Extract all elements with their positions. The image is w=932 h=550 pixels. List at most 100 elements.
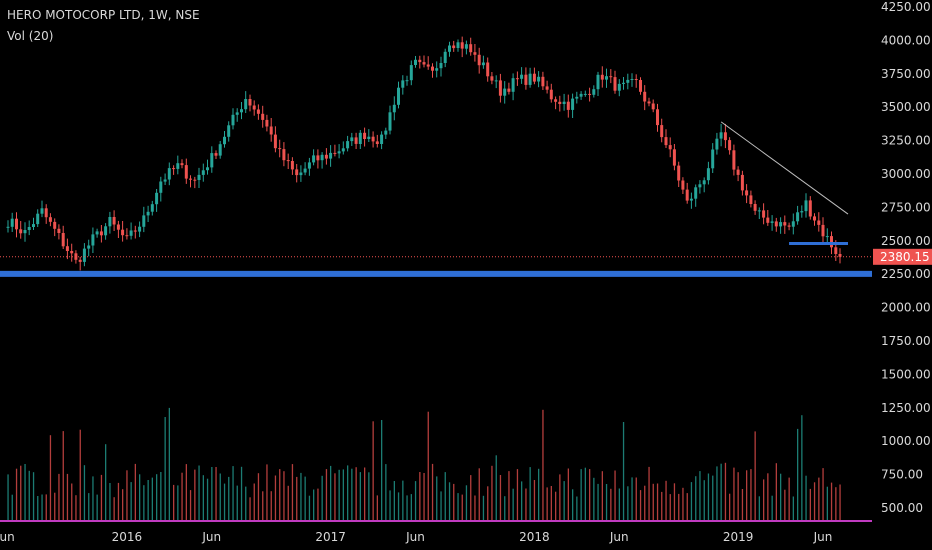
candle[interactable] [197, 167, 201, 188]
candle[interactable] [57, 224, 61, 240]
candle[interactable] [736, 166, 740, 182]
candle[interactable] [622, 77, 625, 90]
candle[interactable] [414, 56, 417, 68]
candle[interactable] [44, 204, 48, 224]
candle[interactable] [150, 200, 154, 216]
candle[interactable] [647, 97, 651, 107]
candle[interactable] [639, 77, 642, 95]
candle[interactable] [732, 144, 736, 176]
candle[interactable] [116, 220, 120, 238]
candle[interactable] [456, 39, 460, 52]
candle[interactable] [740, 170, 744, 196]
candle[interactable] [770, 215, 774, 231]
candle[interactable] [19, 221, 23, 239]
candle[interactable] [354, 132, 358, 149]
candle[interactable] [532, 67, 536, 85]
candle[interactable] [431, 63, 434, 78]
candle[interactable] [439, 56, 443, 77]
candle[interactable] [40, 200, 44, 218]
candle[interactable] [796, 205, 800, 225]
candle[interactable] [838, 248, 842, 264]
candle[interactable] [104, 223, 108, 240]
candle[interactable] [261, 105, 265, 128]
candle[interactable] [656, 103, 659, 132]
candle[interactable] [286, 153, 290, 169]
candle[interactable] [142, 206, 146, 233]
candle[interactable] [337, 144, 341, 159]
support-zone[interactable] [0, 270, 872, 277]
candle[interactable] [290, 157, 294, 175]
candle[interactable] [664, 129, 668, 148]
candle[interactable] [596, 71, 600, 96]
candle[interactable] [23, 222, 27, 242]
candle[interactable] [435, 61, 439, 78]
candle[interactable] [133, 225, 137, 239]
candle[interactable] [757, 207, 761, 219]
candle[interactable] [787, 222, 791, 231]
candle[interactable] [235, 108, 239, 122]
candle[interactable] [307, 157, 311, 176]
candle[interactable] [210, 146, 214, 173]
candle[interactable] [617, 79, 621, 97]
candle[interactable] [36, 209, 40, 227]
candle[interactable] [189, 175, 192, 188]
candle[interactable] [672, 144, 676, 171]
candle[interactable] [677, 161, 681, 187]
candle[interactable] [397, 81, 400, 109]
candle[interactable] [762, 203, 766, 225]
candle[interactable] [218, 141, 222, 159]
candle[interactable] [452, 40, 456, 52]
candle[interactable] [800, 205, 804, 218]
candle[interactable] [490, 72, 494, 85]
candle[interactable] [32, 217, 35, 230]
candle[interactable] [549, 83, 553, 103]
candle[interactable] [494, 75, 498, 89]
candle[interactable] [626, 73, 630, 90]
candle[interactable] [766, 210, 770, 226]
candle[interactable] [579, 91, 583, 100]
candle[interactable] [244, 91, 248, 113]
candle[interactable] [316, 149, 320, 169]
candle[interactable] [367, 129, 371, 142]
candle[interactable] [227, 121, 231, 142]
candle[interactable] [78, 256, 82, 271]
candle[interactable] [660, 118, 664, 143]
candle[interactable] [312, 149, 316, 166]
candle[interactable] [265, 114, 269, 132]
candle[interactable] [146, 205, 150, 222]
candle[interactable] [380, 131, 384, 150]
candle[interactable] [460, 36, 464, 58]
candle[interactable] [273, 126, 277, 153]
candle[interactable] [388, 105, 392, 135]
candle[interactable] [223, 131, 226, 148]
candle[interactable] [15, 212, 18, 238]
candle[interactable] [282, 142, 286, 167]
candle[interactable] [180, 159, 184, 169]
candle[interactable] [99, 225, 103, 243]
candle[interactable] [668, 137, 672, 158]
candle[interactable] [575, 91, 579, 104]
candle[interactable] [418, 55, 422, 69]
candle[interactable] [201, 163, 205, 182]
candle[interactable] [10, 212, 14, 232]
candle[interactable] [401, 75, 405, 95]
candle[interactable] [783, 215, 787, 234]
candle[interactable] [375, 134, 379, 148]
trendline[interactable] [720, 121, 849, 215]
candle[interactable] [324, 148, 328, 165]
candle[interactable] [753, 200, 757, 215]
candle[interactable] [588, 87, 592, 102]
candle[interactable] [630, 73, 634, 87]
candle[interactable] [779, 217, 783, 234]
candle[interactable] [545, 80, 549, 94]
candle[interactable] [27, 220, 31, 236]
candle[interactable] [477, 47, 481, 74]
candle[interactable] [774, 217, 778, 232]
candle[interactable] [167, 162, 171, 186]
candle[interactable] [409, 60, 413, 86]
candle[interactable] [464, 40, 468, 55]
candle[interactable] [804, 193, 808, 218]
candle[interactable] [61, 225, 65, 249]
candle[interactable] [511, 73, 515, 101]
candle[interactable] [528, 67, 532, 88]
